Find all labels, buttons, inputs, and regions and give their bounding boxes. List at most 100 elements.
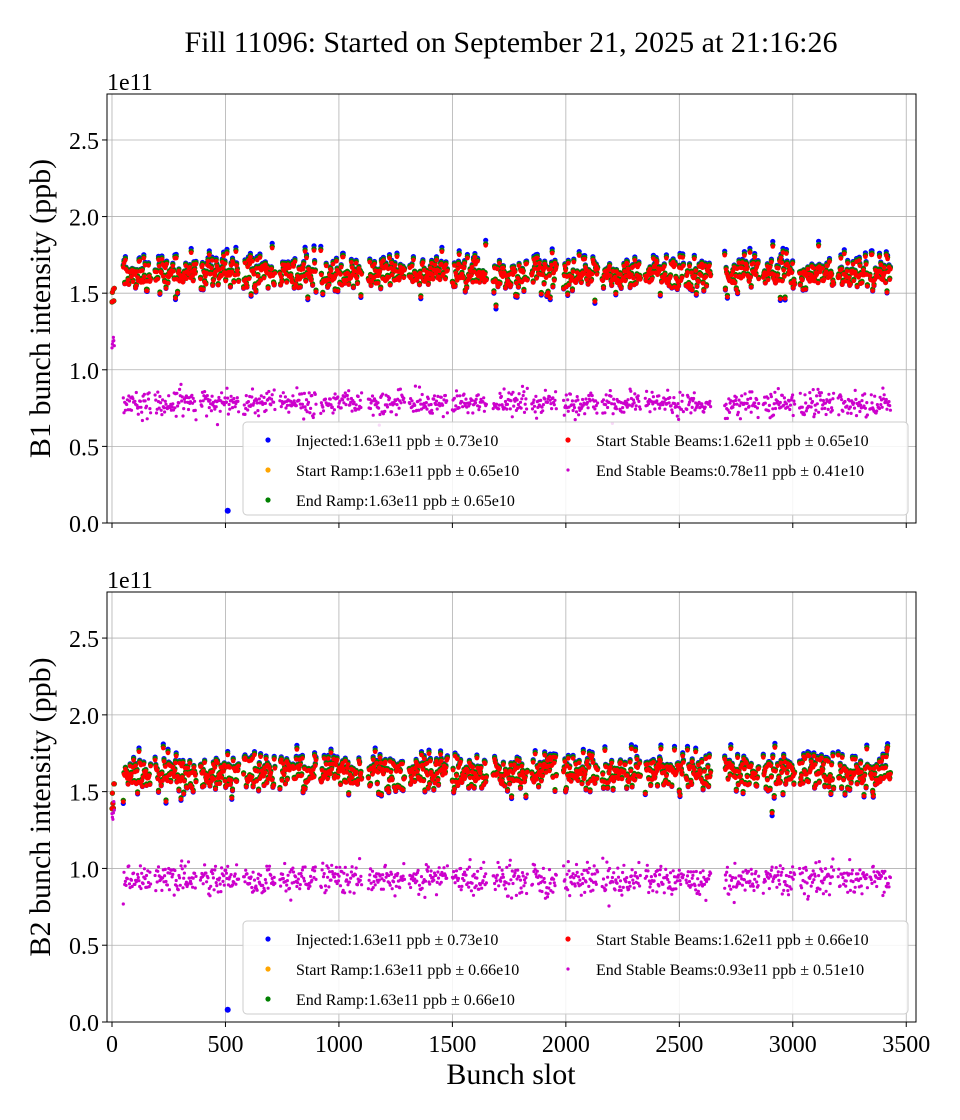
data-point <box>791 278 797 284</box>
data-point <box>861 267 866 273</box>
data-point <box>462 261 467 266</box>
data-point <box>352 400 356 404</box>
data-point <box>484 277 489 283</box>
data-point <box>609 283 614 288</box>
data-point <box>766 396 770 400</box>
data-point <box>525 407 529 411</box>
data-point <box>250 259 255 264</box>
data-point <box>359 405 363 410</box>
data-point <box>250 387 255 391</box>
data-point <box>401 275 407 281</box>
data-point <box>668 274 673 279</box>
data-point <box>814 408 818 412</box>
data-point <box>180 399 184 403</box>
data-point <box>859 280 865 286</box>
data-point <box>309 406 313 410</box>
data-point <box>377 406 381 410</box>
data-point <box>798 282 803 288</box>
data-point <box>111 298 117 304</box>
data-point <box>679 275 685 281</box>
data-point <box>302 391 306 395</box>
data-point <box>571 408 575 413</box>
data-point <box>614 407 619 411</box>
series-4 <box>109 243 893 309</box>
data-point <box>670 410 675 415</box>
data-point <box>432 397 436 401</box>
data-point <box>520 397 524 401</box>
data-point <box>815 402 819 406</box>
data-point <box>854 284 860 290</box>
data-point <box>647 402 651 406</box>
data-point <box>547 395 552 399</box>
data-point <box>662 272 668 277</box>
data-point <box>471 411 475 415</box>
data-point <box>781 268 786 273</box>
data-point <box>791 393 795 397</box>
data-point <box>603 411 607 415</box>
data-point <box>167 394 171 398</box>
data-point <box>510 415 514 419</box>
data-point <box>321 409 326 413</box>
data-point <box>154 398 158 402</box>
data-point <box>326 282 332 288</box>
data-point <box>208 398 212 402</box>
data-point <box>261 275 267 281</box>
data-point <box>161 398 165 402</box>
data-point <box>503 399 508 404</box>
data-point <box>269 397 274 401</box>
data-point <box>376 401 380 405</box>
data-point <box>830 408 834 412</box>
data-point <box>634 404 638 408</box>
y-tick-label: 1.0 <box>69 359 99 385</box>
data-point <box>572 406 577 410</box>
data-point <box>153 393 157 397</box>
data-point <box>808 397 813 401</box>
data-point <box>320 291 326 297</box>
data-point <box>353 260 359 266</box>
data-point <box>738 417 743 421</box>
data-point <box>454 404 458 408</box>
data-point <box>207 252 212 258</box>
data-point <box>566 398 570 402</box>
data-point <box>319 272 324 278</box>
data-point <box>235 396 239 400</box>
data-point <box>304 398 309 402</box>
data-point <box>541 409 545 413</box>
data-point <box>460 400 464 404</box>
data-point <box>300 392 304 396</box>
y-tick-label: 0.5 <box>69 435 99 461</box>
data-point <box>780 278 785 284</box>
data-point <box>533 410 537 414</box>
data-point <box>215 423 220 427</box>
data-point <box>586 406 590 410</box>
data-point <box>418 295 424 300</box>
data-point <box>175 391 179 395</box>
data-point <box>689 270 694 276</box>
data-point <box>228 407 232 411</box>
data-point <box>815 280 821 286</box>
data-point <box>310 393 314 398</box>
data-point <box>478 405 482 409</box>
data-point <box>178 387 182 391</box>
data-point <box>358 294 364 299</box>
data-point <box>420 392 424 397</box>
data-point <box>413 403 417 407</box>
data-point <box>425 407 429 411</box>
data-point <box>173 406 177 410</box>
data-point <box>516 263 522 269</box>
data-point <box>735 290 740 296</box>
data-point <box>681 410 686 414</box>
data-point <box>244 394 248 398</box>
data-point-outlier <box>224 507 231 514</box>
data-point <box>439 395 443 399</box>
data-point <box>647 266 653 272</box>
data-point <box>749 410 753 414</box>
data-point <box>534 276 539 281</box>
data-point <box>581 397 585 402</box>
data-point <box>709 405 713 409</box>
data-point <box>148 407 152 411</box>
data-point <box>200 287 206 292</box>
data-point <box>398 387 402 391</box>
data-point <box>704 283 709 289</box>
